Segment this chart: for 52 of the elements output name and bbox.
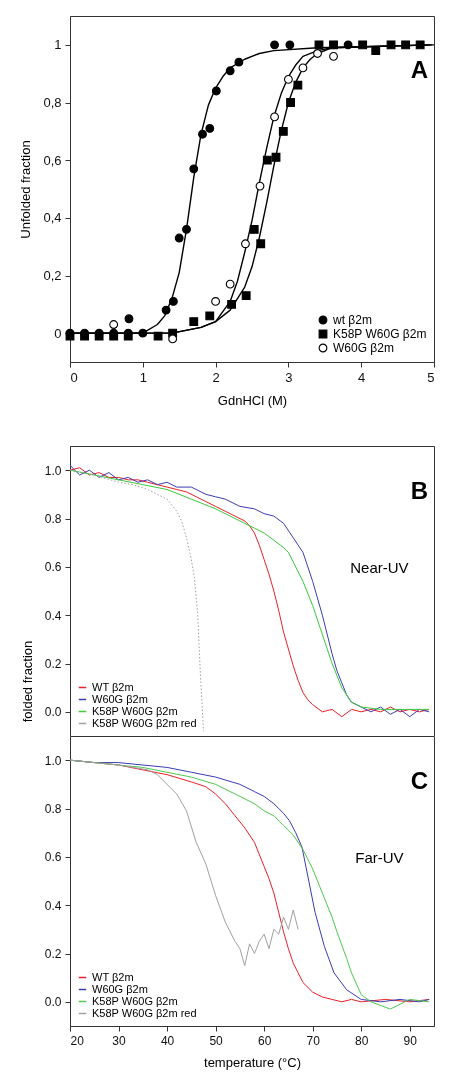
y-tick-label: 0 (54, 325, 62, 341)
x-tick-label: 1 (139, 369, 147, 385)
x-tick-label: 20 (70, 1033, 85, 1048)
y-tick-label: 0.4 (44, 608, 62, 623)
legend-label: WT β2m (92, 970, 134, 983)
legend-label: K58P W60G β2m red (92, 716, 197, 729)
legend-label: W60G β2m (92, 982, 148, 995)
x-tick-label: 70 (306, 1033, 321, 1048)
y-axis-title: folded fraction (19, 640, 35, 723)
legend-label: W60G β2m (333, 341, 394, 355)
x-tick-label: 50 (209, 1033, 224, 1048)
x-tick-label: 3 (285, 369, 293, 385)
x-tick-label: 90 (403, 1033, 418, 1048)
legend-label: W60G β2m (92, 692, 148, 705)
y-tick-label: 0,6 (43, 152, 62, 168)
y-tick-label: 0,2 (43, 268, 62, 283)
y-tick-label: 0.0 (44, 705, 62, 720)
legend-label: K58P W60G β2m red (92, 1006, 197, 1019)
y-tick-label: 0.2 (44, 657, 62, 671)
y-tick-label: 1.0 (44, 753, 62, 768)
x-tick-label: 60 (257, 1033, 272, 1048)
y-tick-label: 0.0 (44, 995, 62, 1010)
legend-label: wt β2m (332, 313, 372, 327)
x-tick-label: 30 (112, 1033, 127, 1048)
y-tick-label: 0.4 (44, 898, 62, 913)
x-tick-label: 2 (212, 369, 220, 385)
x-tick-label: 40 (160, 1033, 175, 1048)
y-tick-label: 1.0 (44, 463, 62, 478)
x-tick-label: 0 (70, 369, 78, 385)
annotation: C (410, 767, 428, 795)
y-tick-label: 0.6 (44, 560, 62, 575)
y-tick-label: 0,8 (43, 95, 62, 110)
x-tick-label: 80 (355, 1033, 369, 1048)
y-axis-title: Unfolded fraction (18, 140, 34, 239)
y-tick-label: 0,4 (43, 210, 62, 226)
x-axis-title: temperature (°C) (204, 1054, 301, 1070)
x-tick-label: 5 (427, 369, 435, 385)
annotation: Far-UV (355, 848, 404, 866)
y-tick-label: 0.6 (44, 850, 62, 865)
legend-label: WT β2m (92, 680, 134, 693)
x-tick-label: 4 (358, 369, 366, 385)
annotation: Near-UV (350, 558, 409, 576)
annotation: B (410, 477, 428, 505)
y-tick-label: 0.8 (44, 802, 62, 816)
x-axis-title: GdnHCl (M) (217, 392, 288, 408)
y-tick-label: 0.8 (44, 512, 62, 526)
legend-label: K58P W60G β2m (333, 327, 427, 341)
annotation: A (410, 56, 428, 84)
y-tick-label: 0.2 (44, 947, 62, 961)
legend-label: K58P W60G β2m (92, 704, 178, 717)
legend-label: K58P W60G β2m (92, 994, 178, 1007)
y-tick-label: 1 (54, 37, 62, 53)
